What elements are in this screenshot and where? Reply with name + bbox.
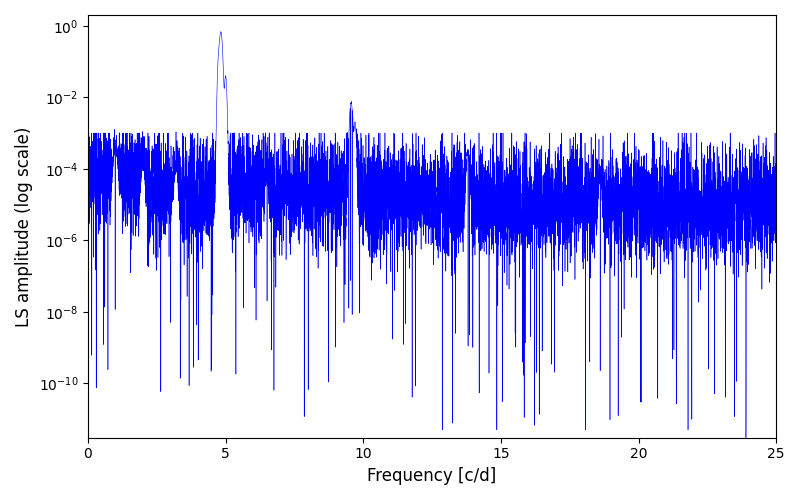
Y-axis label: LS amplitude (log scale): LS amplitude (log scale) (15, 126, 33, 326)
X-axis label: Frequency [c/d]: Frequency [c/d] (367, 467, 497, 485)
